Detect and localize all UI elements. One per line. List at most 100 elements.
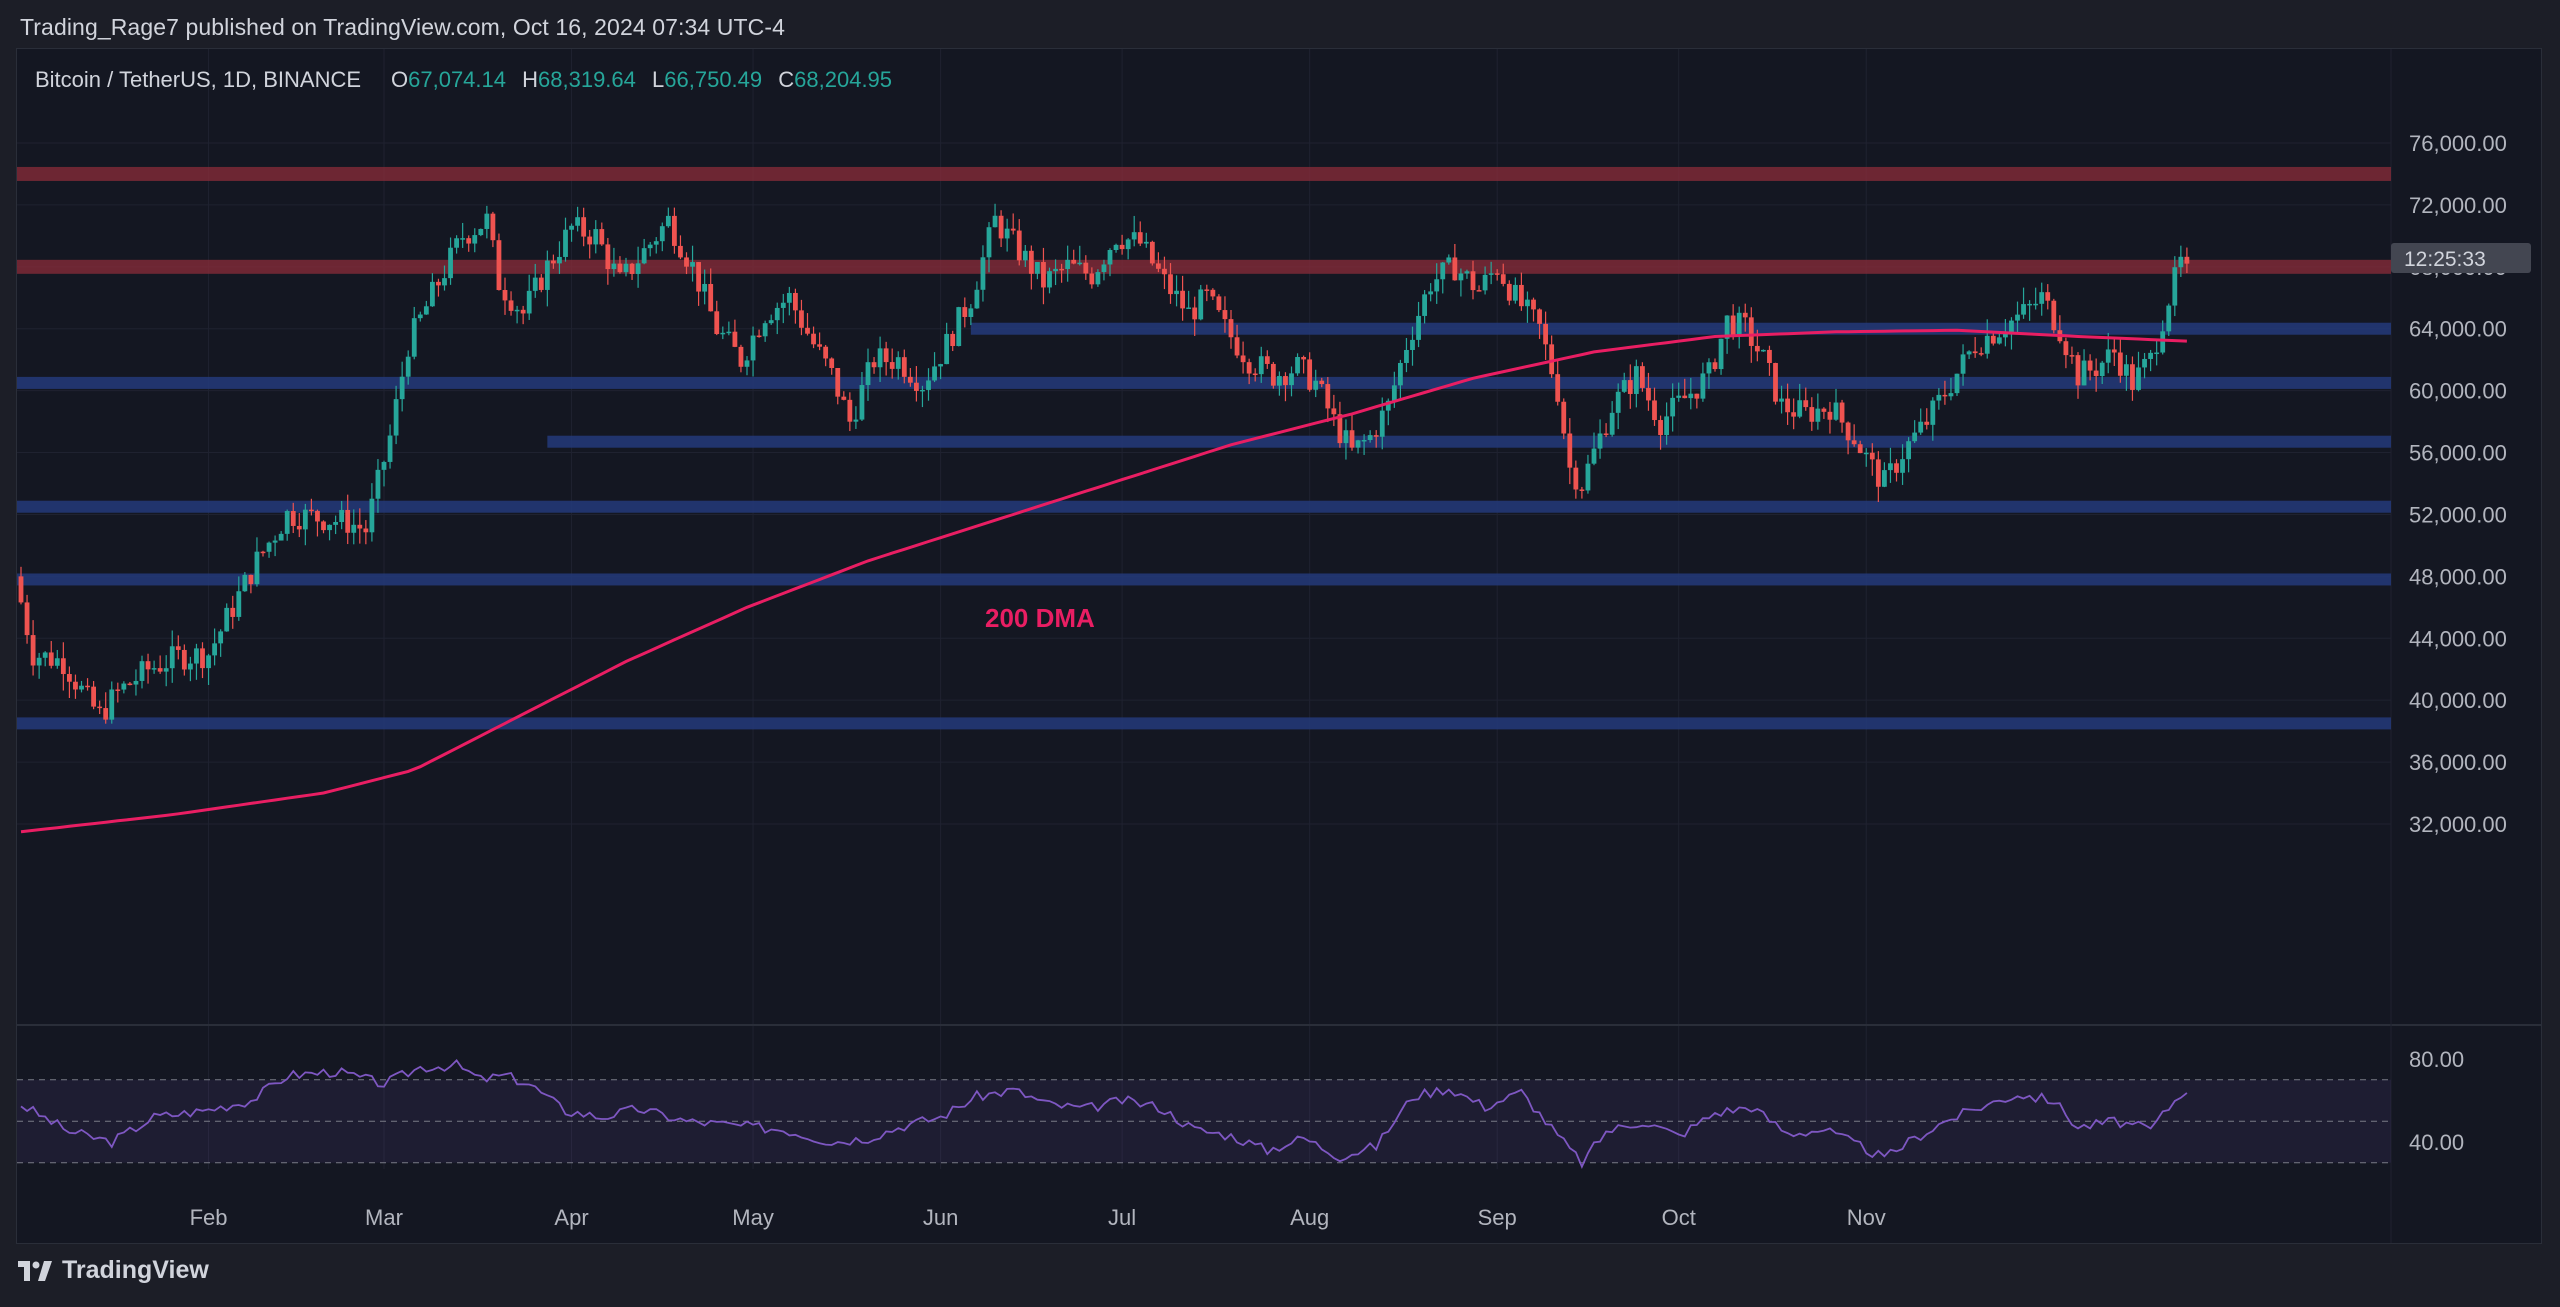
candle-body — [103, 708, 109, 720]
support-level — [17, 573, 2391, 586]
candle-body — [1125, 239, 1131, 250]
support-resistance-zones — [17, 166, 2391, 730]
candle-body — [883, 348, 889, 363]
support-level — [547, 435, 2391, 448]
dma-annotation: 200 DMA — [985, 603, 1095, 633]
candle-body — [551, 260, 556, 264]
candle-body — [1077, 262, 1083, 265]
candle-body — [623, 263, 629, 273]
candle-body — [1059, 268, 1064, 271]
candle-body — [363, 528, 369, 533]
candle-body — [1252, 373, 1258, 376]
candle-body — [1192, 307, 1198, 320]
candle-body — [2142, 358, 2147, 368]
candle-body — [218, 631, 224, 644]
candle-body — [1004, 228, 1010, 239]
candle-body — [1355, 440, 1361, 448]
y-tick-label: 44,000.00 — [2409, 626, 2507, 651]
candle-body — [1089, 273, 1095, 285]
candle-body — [1615, 391, 1621, 413]
high-value: 68,319.64 — [538, 67, 636, 92]
candle-body — [127, 683, 133, 686]
y-tick-label: 52,000.00 — [2409, 502, 2507, 527]
candle-body — [1833, 402, 1839, 420]
candle-body — [1186, 307, 1192, 310]
candle-body — [1016, 230, 1022, 261]
candle-body — [67, 674, 72, 682]
candle-body — [1519, 284, 1524, 307]
candle-body — [944, 333, 950, 365]
candle-body — [1398, 362, 1403, 386]
candle-body — [357, 524, 363, 529]
candle-body — [1422, 294, 1427, 316]
dma-200-series — [20, 328, 2187, 834]
candle-body — [1742, 312, 1748, 318]
candle-body — [1512, 284, 1518, 301]
candle-body — [1936, 394, 1942, 401]
chart-panel[interactable]: 76,000.0072,000.0068,000.0064,000.0060,0… — [16, 48, 2542, 1244]
candle-body — [2003, 333, 2008, 338]
candle-body — [853, 419, 859, 422]
candle-body — [629, 263, 635, 274]
candle-body — [1966, 351, 1972, 355]
candle-body — [786, 292, 792, 303]
y-tick-label: 36,000.00 — [2409, 750, 2507, 775]
candle-body — [1434, 279, 1440, 292]
candle-body — [1240, 355, 1246, 363]
candle-body — [1942, 394, 1948, 397]
candle-body — [1277, 376, 1282, 386]
candle-body — [1960, 354, 1966, 374]
x-month-label: Jun — [923, 1205, 958, 1230]
candle-body — [1385, 400, 1391, 411]
candle-body — [302, 509, 308, 530]
candle-body — [1906, 441, 1911, 460]
candle-body — [1815, 408, 1821, 422]
candle-body — [1585, 463, 1591, 491]
candle-body — [835, 367, 841, 397]
candle-body — [1869, 452, 1875, 460]
candle-body — [1736, 312, 1742, 337]
candle-body — [1204, 289, 1210, 291]
price-chart-svg[interactable]: 76,000.0072,000.0068,000.0064,000.0060,0… — [17, 49, 2541, 1243]
candle-body — [865, 362, 871, 386]
candle-body — [1246, 362, 1252, 374]
candle-body — [1270, 363, 1276, 386]
candle-body — [1567, 433, 1573, 468]
candle-body — [2081, 360, 2087, 386]
candle-body — [2136, 367, 2141, 390]
candle-body — [2148, 352, 2153, 359]
candle-body — [750, 335, 756, 361]
candle-body — [581, 217, 587, 237]
high-key: H — [522, 67, 538, 92]
low-key: L — [652, 67, 664, 92]
candle-body — [339, 509, 345, 523]
candle-body — [73, 681, 78, 690]
candle-body — [1216, 296, 1222, 311]
candle-body — [417, 314, 423, 319]
candle-body — [1882, 470, 1887, 487]
candle-body — [508, 300, 514, 311]
x-month-label: Mar — [365, 1205, 403, 1230]
candle-body — [593, 229, 599, 245]
candle-body — [2172, 267, 2178, 306]
candle-body — [599, 229, 605, 245]
svg-text:O67,074.14 H68,319.64: O67,074.14 H68,319.64 L66,750.49 C68,204… — [391, 67, 892, 92]
candle-body — [254, 551, 260, 585]
candle-body — [526, 290, 532, 314]
candle-body — [998, 215, 1004, 239]
candle-body — [1531, 299, 1536, 310]
candle-body — [2015, 314, 2020, 321]
candle-body — [1137, 232, 1143, 244]
candle-body — [1410, 339, 1415, 350]
candle-body — [1676, 395, 1682, 398]
candle-body — [381, 461, 387, 470]
candle-body — [1319, 380, 1325, 385]
candle-body — [2009, 320, 2014, 334]
candle-body — [2093, 370, 2099, 377]
candle-body — [430, 281, 435, 307]
candle-body — [1827, 411, 1833, 420]
candle-body — [91, 686, 96, 707]
candle-body — [1785, 398, 1790, 413]
candle-body — [115, 689, 121, 691]
candle-body — [1640, 366, 1645, 388]
